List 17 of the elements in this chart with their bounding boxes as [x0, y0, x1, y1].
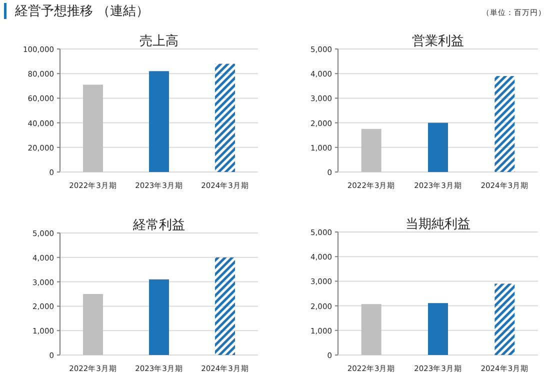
chart-title: 経常利益 [132, 218, 185, 233]
chart-title: 営業利益 [412, 34, 464, 49]
bar [149, 279, 169, 355]
bar [428, 303, 448, 355]
bar [83, 294, 103, 355]
bar [215, 64, 235, 172]
bar [494, 284, 515, 355]
bar [494, 76, 515, 172]
chart-title: 売上高 [140, 33, 178, 49]
bar [149, 71, 169, 172]
bar [361, 304, 382, 355]
bar [428, 122, 448, 172]
bar [215, 257, 235, 355]
text: 経営予想推移 （連結） [14, 4, 150, 19]
chart-title: 当期純利益 [406, 217, 470, 232]
bar [361, 128, 382, 172]
bar [83, 84, 103, 172]
